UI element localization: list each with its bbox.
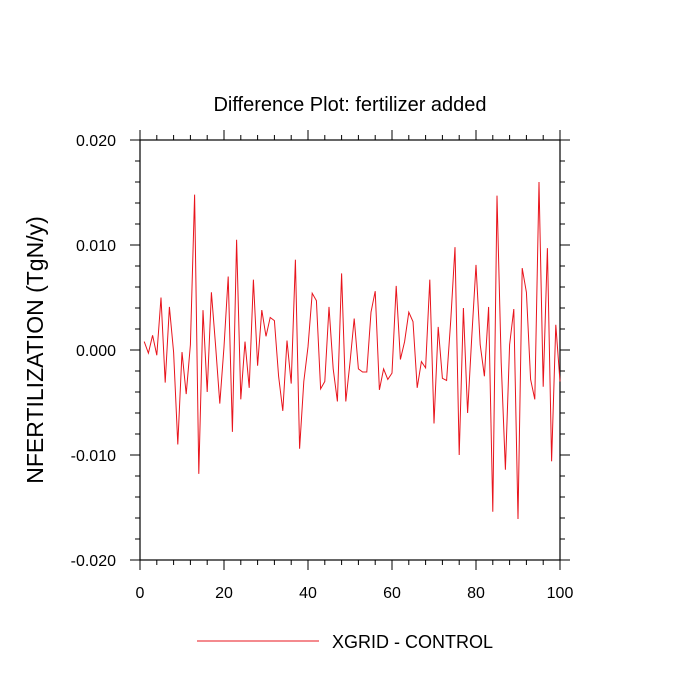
y-tick-label: 0.020 — [76, 133, 116, 150]
chart-title: Difference Plot: fertilizer added — [213, 94, 486, 116]
y-tick-label: 0.000 — [76, 343, 116, 360]
plot-area: 0 20 40 60 80 100 -0.020 -0.010 0.000 0.010 0.020 — [71, 130, 574, 602]
legend: XGRID - CONTROL — [197, 632, 493, 652]
x-tick-label: 80 — [467, 585, 485, 602]
legend-label: XGRID - CONTROL — [332, 632, 493, 652]
y-tick-label: 0.010 — [76, 238, 116, 255]
y-tick-label: -0.020 — [71, 553, 116, 570]
x-tick-label: 60 — [383, 585, 401, 602]
axis-ticks — [130, 130, 570, 570]
x-tick-label: 40 — [299, 585, 317, 602]
axis-tick-labels: 0 20 40 60 80 100 -0.020 -0.010 0.000 0.010 0.020 — [71, 133, 574, 602]
x-tick-label: 0 — [136, 585, 145, 602]
x-tick-label: 100 — [547, 585, 574, 602]
y-axis-label: NFERTILIZATION (TgN/y) — [22, 216, 48, 484]
series-line-xgrid-control — [143, 181, 561, 520]
x-tick-label: 20 — [215, 585, 233, 602]
y-tick-label: -0.010 — [71, 448, 116, 465]
